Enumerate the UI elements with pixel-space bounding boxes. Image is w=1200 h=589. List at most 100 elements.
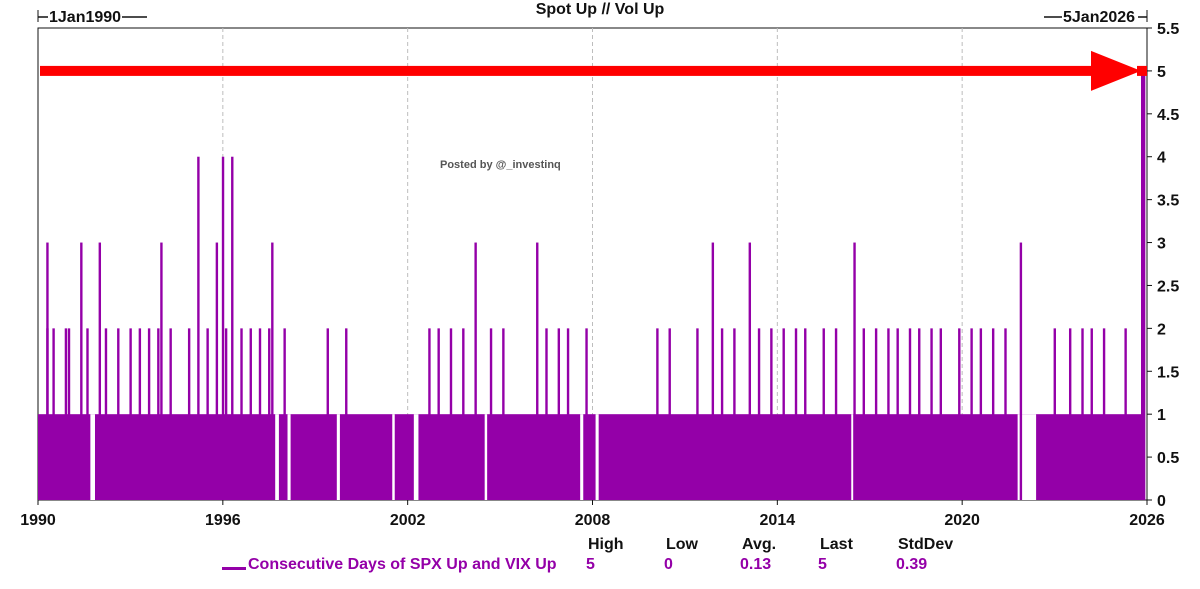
legend-header-stddev: StdDev [898,536,954,553]
series-bar [1090,328,1093,500]
legend-value-last: 5 [818,556,827,573]
legend: High Low Avg. Last StdDev Consecutive Da… [0,534,1200,584]
series-bar [224,328,228,500]
series-bar [80,242,83,500]
y-tick-label: 3.5 [1157,193,1179,210]
series-bar-last [1141,70,1144,500]
series-bar [249,328,252,500]
series-bar [271,242,274,500]
series-bar [918,328,921,500]
series-bar [46,328,49,500]
series-bar [1053,328,1056,500]
legend-swatch [222,567,246,570]
series-bar [157,328,160,500]
series-bar [129,328,132,500]
series-bar [733,328,736,500]
x-tick-label: 2026 [1129,512,1165,529]
series-bar [474,242,477,500]
series-bar [231,156,234,500]
legend-value-high: 5 [586,556,595,573]
series-bar [147,328,151,500]
series-bar [67,328,71,500]
x-tick-label: 2014 [760,512,796,529]
series-bar [117,328,120,500]
series-bar [283,328,286,500]
x-tick-label: 1996 [205,512,241,529]
series-bar [345,328,348,500]
chart: 1990 1996 2002 2008 2014 2020 2026 0 0.5 1 1.5 2 2.… [20,1,1179,529]
arrow-shaft [40,65,1093,76]
series-bar [896,328,899,500]
series-gap [413,414,419,500]
series-bar [437,328,440,500]
legend-value-stddev: 0.39 [896,556,928,573]
series-bar [268,328,271,500]
series-bar [757,328,761,500]
y-tick-label: 5 [1157,64,1166,81]
series-bar [991,328,995,500]
series-bar [1068,328,1072,500]
series-bar [1124,328,1127,500]
series-bar [258,328,262,500]
series-bar [502,328,505,500]
series-bar [428,328,431,500]
end-date-label: 5Jan2026 [1063,9,1135,26]
series-bar [748,242,752,500]
series-bar [1142,70,1146,500]
series-bar [930,328,933,500]
y-tick-label: 0.5 [1157,450,1179,467]
x-tick-label: 2020 [944,512,980,529]
series-bar [160,242,163,500]
series-baseline-area [38,414,1143,500]
series-bar [822,328,825,500]
x-axis: 1990 1996 2002 2008 2014 2020 2026 [20,500,1165,529]
chart-title: Spot Up // Vol Up [536,1,665,18]
series-bar [804,328,807,500]
series-bar [939,328,943,500]
series-bar [326,328,329,500]
series-bar [169,328,172,500]
series-bar [874,328,878,500]
x-tick-label: 2002 [390,512,426,529]
series-bar [489,328,493,500]
series-bar [187,328,191,500]
series-bar [64,328,68,500]
series-gap [275,414,279,500]
series-bar [557,328,561,500]
legend-header-last: Last [820,536,853,553]
last-value-marker [1137,65,1147,76]
series-bar [104,328,108,500]
legend-series-name: Consecutive Days of SPX Up and VIX Up [248,556,557,573]
series-bar [566,328,570,500]
series-bar [240,328,243,500]
series-bar [1102,328,1106,500]
series-bar [979,328,983,500]
y-tick-label: 2.5 [1157,278,1179,295]
series-gap [851,414,854,500]
x-tick-label: 1990 [20,512,56,529]
series-gap [287,414,291,500]
legend-header-avg: Avg. [742,536,777,553]
series-bar [970,328,973,500]
series-bar [720,328,724,500]
series-bar [585,328,588,500]
y-tick-label: 5.5 [1157,21,1179,38]
series-bar [853,242,856,500]
series-bar [696,328,699,500]
series-gap [1017,414,1037,500]
series-bar [958,328,961,500]
series-bar [221,156,225,500]
series-gap [484,414,488,500]
y-tick-label: 3 [1157,236,1166,253]
series-gap [595,414,599,500]
series-bar [1004,328,1007,500]
series-gap [336,414,340,500]
arrow-head [1091,50,1141,91]
annotation-arrow [40,50,1147,91]
series-bar [215,242,219,500]
series-gap [392,414,395,500]
series-bar [1019,242,1023,500]
series-bar [908,328,912,500]
series-bar [206,328,209,500]
y-tick-label: 4 [1157,150,1166,167]
